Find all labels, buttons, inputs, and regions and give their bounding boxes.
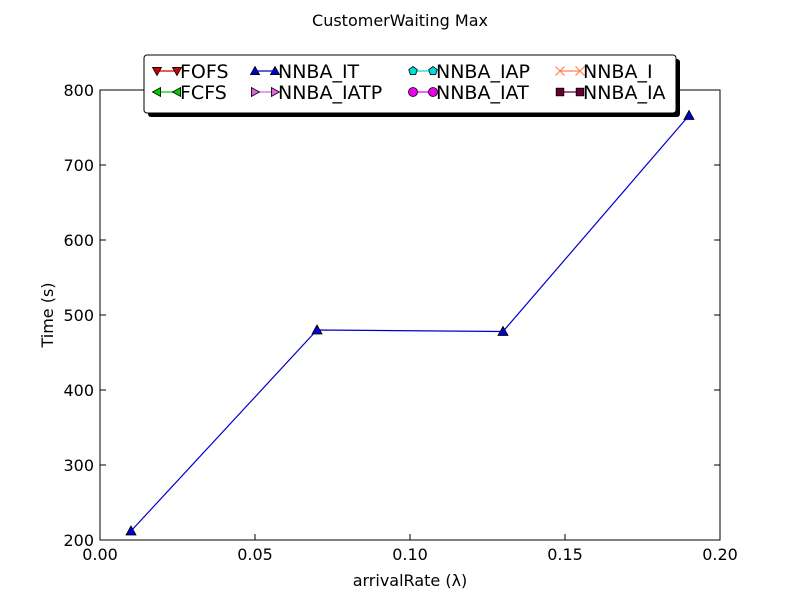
legend-label: NNBA_IT [278,61,360,83]
x-axis-label: arrivalRate (λ) [353,571,468,590]
legend-marker [408,87,418,97]
legend-marker [555,66,565,76]
y-tick-label: 500 [63,306,94,325]
data-point [125,525,137,536]
y-axis: 200 300 400 500 600 700 800 [63,81,720,550]
legend-label: NNBA_IA [583,82,666,104]
legend-marker [575,66,585,76]
series-line [130,115,690,532]
y-tick-label: 600 [63,231,94,250]
data-point [497,325,509,336]
data-point [311,324,323,335]
legend-marker [408,66,418,76]
y-tick-label: 400 [63,381,94,400]
legend-marker [250,86,261,98]
legend-marker [269,65,281,75]
data-point [683,109,695,120]
legend-label: NNBA_IAP [436,61,530,83]
x-axis: 0.00 0.05 0.10 0.15 0.20 [82,90,738,564]
legend-marker [575,87,585,97]
x-tick-label: 0.20 [702,545,738,564]
legend-label: FOFS [180,61,229,83]
chart-title: CustomerWaiting Max [312,11,488,30]
legend-label: NNBA_IAT [436,82,529,104]
legend-marker [428,87,438,97]
legend-marker [151,67,163,77]
legend-label: NNBA_IATP [278,82,382,104]
y-axis-label: Time (s) [38,282,57,348]
y-tick-label: 800 [63,81,94,100]
legend-marker [249,65,261,75]
legend-label: FCFS [180,82,227,104]
y-tick-label: 700 [63,156,94,175]
plot-area [125,109,695,536]
x-tick-label: 0.05 [237,545,273,564]
y-tick-label: 300 [63,456,94,475]
legend-marker [151,86,162,98]
x-tick-label: 0.10 [392,545,428,564]
legend-marker [270,86,281,98]
legend-marker [171,86,182,98]
legend-marker [428,66,438,76]
x-tick-label: 0.00 [82,545,118,564]
legend-marker [171,67,183,77]
y-tick-label: 200 [63,531,94,550]
legend-marker [555,87,565,97]
legend-label: NNBA_I [583,61,653,83]
x-tick-label: 0.15 [547,545,583,564]
